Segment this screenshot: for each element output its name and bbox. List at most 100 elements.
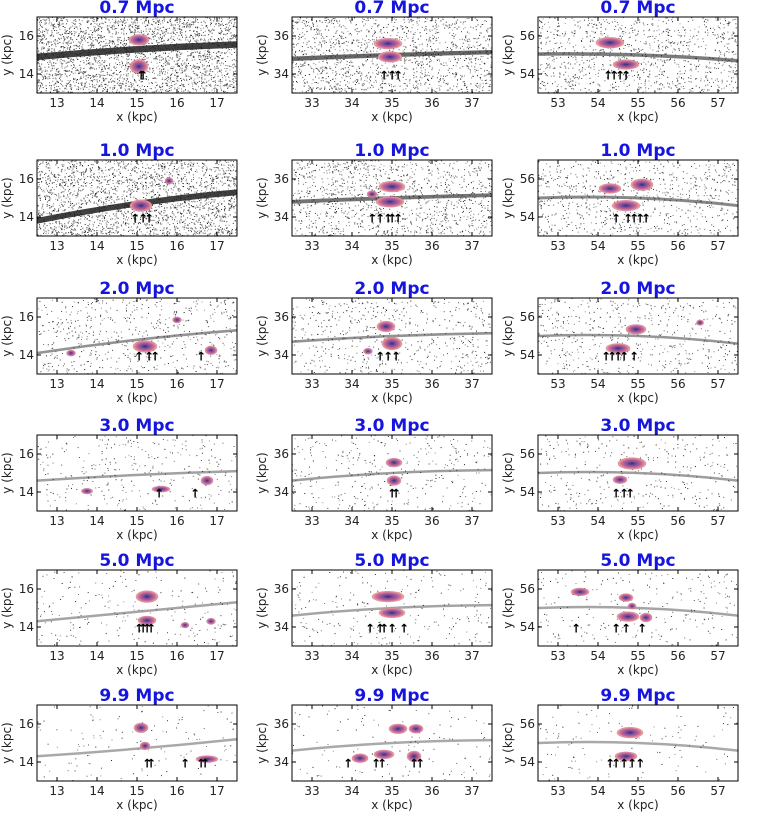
gap-arrow: ↑	[619, 487, 629, 501]
x-tick-label: 56	[670, 514, 685, 528]
y-tick-label: 16	[19, 29, 34, 43]
gap-arrow: ↑	[611, 212, 621, 226]
stream-band	[538, 52, 738, 63]
x-tick-label: 13	[49, 96, 64, 110]
x-tick-label: 55	[630, 377, 645, 391]
gap-arrow: ↑	[146, 757, 156, 771]
density-blob	[598, 183, 622, 194]
plot-area	[538, 570, 738, 646]
x-tick-label: 36	[424, 96, 439, 110]
x-tick-label: 14	[89, 784, 104, 798]
density-blob	[617, 457, 647, 470]
density-blob	[206, 617, 216, 625]
density-blob	[200, 475, 214, 486]
x-tick-label: 57	[710, 239, 725, 253]
x-axis-label: x (kpc)	[116, 391, 157, 405]
density-blob	[595, 37, 625, 49]
x-tick-label: 57	[710, 784, 725, 798]
x-tick-label: 54	[590, 649, 605, 663]
density-blob	[611, 200, 641, 212]
y-tick-label: 34	[274, 210, 289, 224]
stream-band	[292, 331, 492, 343]
y-tick-label: 56	[520, 582, 535, 596]
x-tick-label: 13	[49, 514, 64, 528]
density-blob	[378, 607, 406, 618]
x-tick-label: 53	[550, 239, 565, 253]
panel-title: 5.0 Mpc	[354, 551, 429, 571]
gap-arrow: ↑	[635, 212, 645, 226]
x-tick-label: 36	[424, 649, 439, 663]
y-axis-label: y (kpc)	[501, 34, 515, 75]
x-tick-label: 55	[630, 784, 645, 798]
y-tick-label: 54	[520, 755, 535, 769]
x-tick-label: 14	[89, 649, 104, 663]
x-tick-label: 33	[304, 649, 319, 663]
gap-arrow: ↑	[625, 487, 635, 501]
panel-title: 0.7 Mpc	[99, 0, 174, 18]
stream-band	[37, 737, 237, 758]
gap-arrow: ↑	[196, 350, 206, 364]
density-blob	[381, 337, 403, 351]
density-blob	[570, 587, 590, 597]
density-blob	[132, 340, 158, 353]
x-tick-label: 36	[424, 377, 439, 391]
density-blob	[376, 320, 396, 333]
y-tick-label: 36	[274, 172, 289, 186]
density-blob	[371, 590, 405, 603]
gap-arrow: ↑	[142, 757, 152, 771]
gap-arrow: ↑	[200, 757, 210, 771]
gap-arrow: ↑	[146, 622, 156, 636]
y-tick-label: 14	[19, 348, 34, 362]
y-tick-label: 36	[274, 310, 289, 324]
panel-title: 0.7 Mpc	[354, 0, 429, 18]
y-tick-label: 54	[520, 348, 535, 362]
density-blob	[373, 749, 395, 760]
plot-area	[292, 298, 492, 374]
gap-arrow: ↑	[387, 487, 397, 501]
gap-arrow: ↑	[611, 622, 621, 636]
density-blob	[386, 475, 402, 486]
panel-title: 9.9 Mpc	[99, 686, 174, 706]
density-blob	[388, 723, 408, 734]
density-blob	[639, 612, 653, 623]
panel-title: 9.9 Mpc	[354, 686, 429, 706]
x-tick-label: 13	[49, 377, 64, 391]
x-tick-label: 36	[424, 784, 439, 798]
y-tick-label: 34	[274, 620, 289, 634]
x-axis-label: x (kpc)	[617, 663, 658, 677]
y-tick-label: 14	[19, 210, 34, 224]
density-blob	[366, 190, 378, 198]
y-tick-label: 16	[19, 717, 34, 731]
gap-arrow: ↑	[619, 757, 629, 771]
gap-arrow: ↑	[399, 622, 409, 636]
x-axis-label: x (kpc)	[116, 253, 157, 267]
y-axis-label: y (kpc)	[0, 177, 14, 218]
stream-band	[292, 738, 492, 752]
x-axis-label: x (kpc)	[116, 663, 157, 677]
gap-arrow: ↑	[190, 487, 200, 501]
density-blob	[172, 316, 182, 324]
x-tick-label: 15	[129, 96, 144, 110]
gap-arrow: ↑	[609, 69, 619, 83]
y-tick-label: 16	[19, 582, 34, 596]
x-tick-label: 17	[209, 649, 224, 663]
y-tick-label: 36	[274, 447, 289, 461]
x-tick-label: 36	[424, 514, 439, 528]
gap-arrow: ↑	[144, 212, 154, 226]
panel-title: 3.0 Mpc	[600, 416, 675, 436]
y-tick-label: 54	[520, 620, 535, 634]
gap-arrow: ↑	[379, 622, 389, 636]
x-tick-label: 16	[169, 377, 184, 391]
x-tick-label: 34	[344, 96, 359, 110]
density-blob	[129, 199, 153, 212]
gap-arrow: ↑	[615, 69, 625, 83]
star-particles	[538, 160, 738, 236]
panel-title: 5.0 Mpc	[600, 551, 675, 571]
y-tick-label: 36	[274, 582, 289, 596]
